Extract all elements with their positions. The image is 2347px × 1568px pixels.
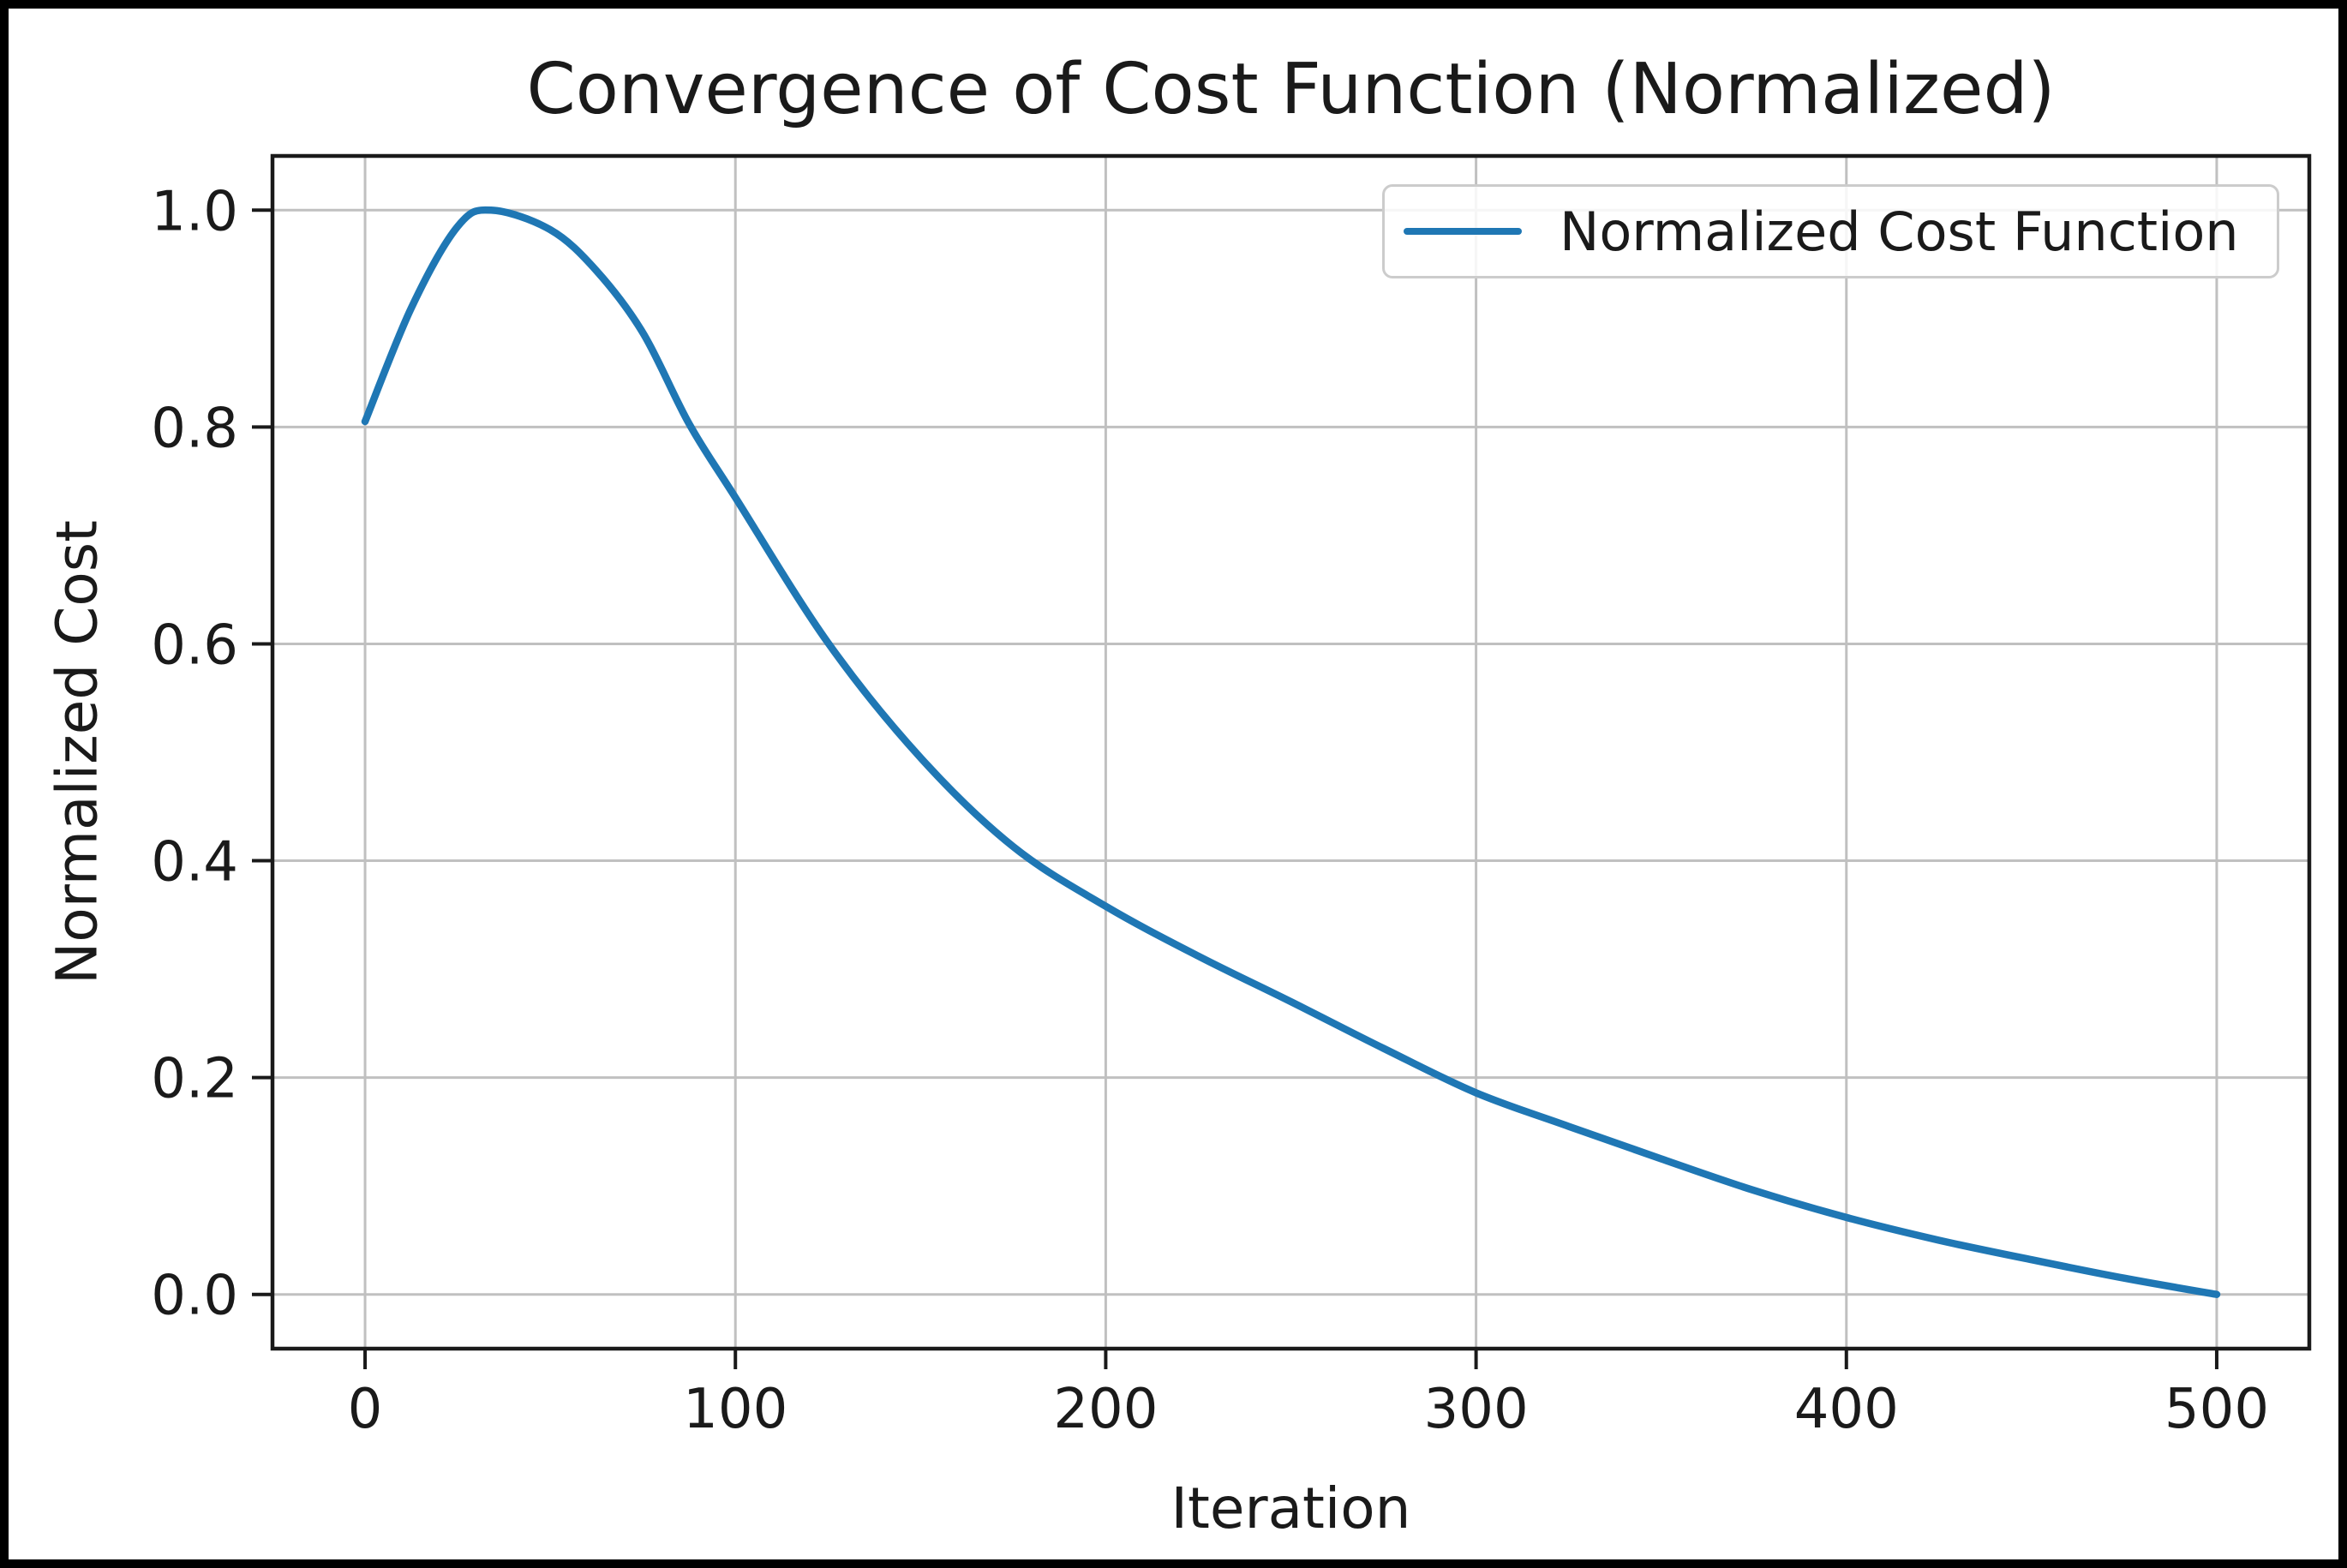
x-tick-label: 200	[1053, 1378, 1158, 1441]
x-tick-label: 400	[1794, 1378, 1899, 1441]
plot-area: 0 100 200 300 400 500 0.0 0.2 0.4 0.6 0.8 1.0	[151, 153, 2312, 1441]
legend-line-swatch-icon	[1404, 228, 1522, 235]
x-tick-label: 500	[2164, 1378, 2269, 1441]
legend-label: Normalized Cost Function	[1560, 200, 2239, 263]
y-tick-label: 0.8	[151, 397, 238, 460]
y-tick-label: 0.2	[151, 1048, 238, 1111]
y-axis-label: Normalized Cost	[44, 520, 111, 984]
y-tick-label: 0.4	[151, 831, 238, 895]
cost-function-curve	[361, 206, 2221, 1298]
x-tick-label: 0	[348, 1378, 383, 1441]
y-tick-label: 1.0	[151, 180, 238, 243]
x-tick-label: 300	[1424, 1378, 1529, 1441]
legend: Normalized Cost Function	[1382, 184, 2279, 278]
chart-title: Convergence of Cost Function (Normalized…	[526, 49, 2056, 130]
axes-spines	[270, 153, 2312, 1351]
y-tick-label: 0.0	[151, 1265, 238, 1328]
y-tick-label: 0.6	[151, 613, 238, 677]
x-axis-label: Iteration	[1171, 1475, 1411, 1541]
x-tick-label: 100	[683, 1378, 787, 1441]
